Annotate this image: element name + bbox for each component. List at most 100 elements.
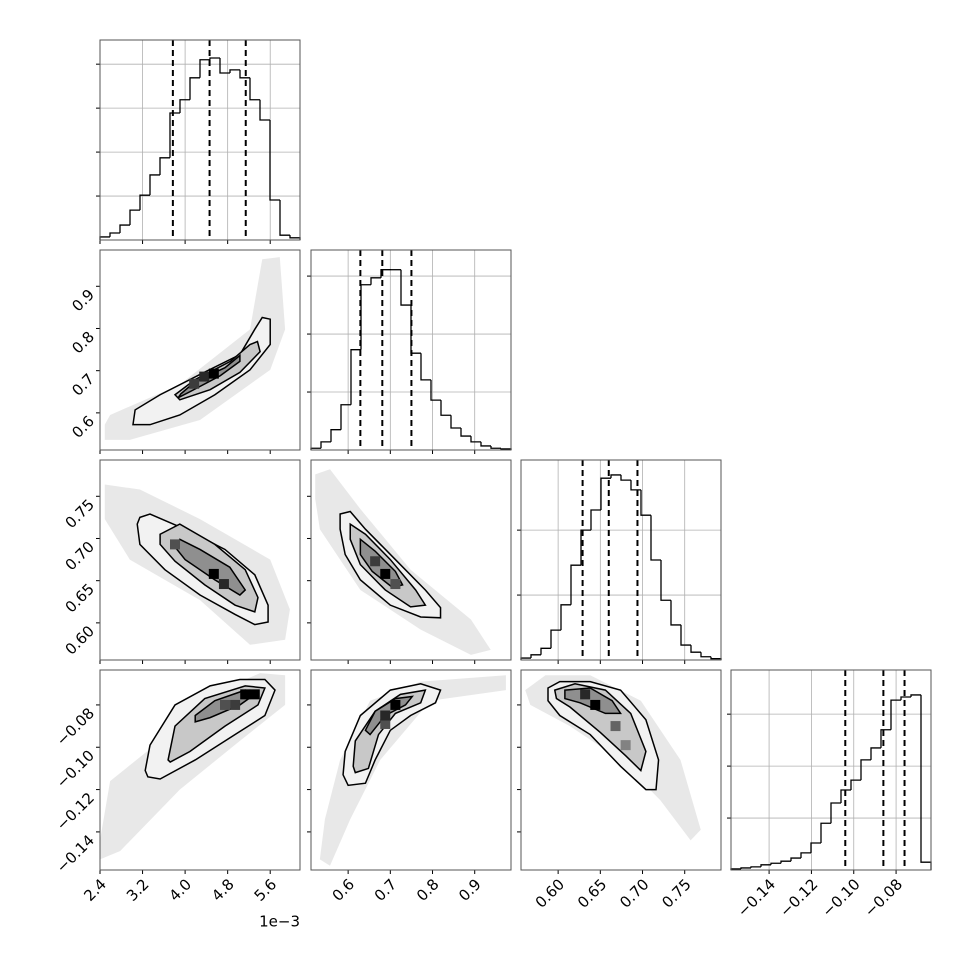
hist-bin [460, 427, 471, 437]
density-cell [208, 568, 219, 579]
hist-bin [350, 349, 361, 405]
hist-bin [700, 652, 711, 658]
hist-bin [430, 379, 441, 401]
hist-bin [850, 779, 861, 790]
hist-bin [440, 400, 451, 416]
hist-bin [640, 489, 651, 516]
hist-bin [610, 474, 621, 479]
hist-bin [650, 515, 661, 561]
panel-frame [310, 459, 512, 661]
hist-bin [279, 200, 290, 236]
hist-bin [680, 624, 691, 646]
hist-bin [750, 866, 761, 868]
density-cell [220, 699, 230, 710]
density-cell [189, 378, 200, 389]
hist-bin [800, 852, 811, 859]
hist-bin [149, 174, 160, 196]
hist-bin [480, 441, 491, 447]
hist-bin [620, 474, 631, 481]
density-cell [590, 699, 601, 710]
hist-bin [780, 860, 791, 864]
hist-bin [810, 842, 821, 853]
hist-bin [470, 436, 481, 443]
panel-frame [730, 669, 932, 871]
hist-bin [259, 99, 270, 121]
hist-bin [229, 69, 240, 73]
hist-bin [540, 647, 551, 655]
hist-bin [770, 862, 781, 865]
hist-bin [169, 112, 180, 158]
hist-bin [450, 415, 461, 429]
density-cell [610, 721, 621, 732]
density-cell [230, 699, 241, 710]
hist-bin [690, 645, 701, 653]
hist-bin [890, 699, 901, 730]
hist-bin [400, 269, 411, 306]
hist-bin [660, 560, 671, 601]
panel-frame [310, 669, 512, 871]
panel-frame [99, 39, 301, 241]
axis-offset-label: 1e−3 [259, 913, 300, 931]
hist-bin [820, 822, 831, 843]
panel-frame [310, 249, 512, 451]
hist-bin [860, 759, 871, 781]
density-cell [240, 689, 251, 700]
hist-bin [219, 58, 230, 74]
hist-bin [239, 69, 250, 79]
hist-bin [320, 441, 331, 449]
hist-bin [129, 209, 140, 226]
hist-bin [630, 480, 641, 491]
hist-bin [900, 696, 911, 701]
density-cell [390, 699, 401, 710]
panel-frame [99, 459, 301, 661]
hist-bin [269, 120, 280, 201]
density-cell [380, 718, 391, 729]
panel-frame [99, 669, 301, 871]
hist-bin [179, 99, 190, 113]
hist-bin [590, 509, 601, 531]
hist-bin [580, 529, 591, 566]
hist-bin [560, 604, 571, 631]
panel-frame [99, 249, 301, 451]
density-cell [199, 371, 210, 382]
hist-bin [550, 629, 561, 649]
hist-bin [570, 564, 581, 605]
hist-bin [209, 57, 220, 60]
hist-bin [159, 157, 170, 175]
density-cell [249, 689, 260, 700]
hist-bin [189, 77, 200, 100]
hist-bin [840, 789, 851, 803]
hist-bin [139, 194, 150, 211]
hist-bin [370, 277, 381, 285]
hist-bin [670, 600, 681, 626]
hist-bin [119, 224, 130, 233]
hist-bin [740, 867, 751, 869]
density-cell [170, 539, 180, 550]
density-cell [380, 568, 391, 579]
hist-bin [109, 232, 120, 237]
hist-bin [380, 269, 391, 278]
hist-bin [600, 477, 611, 510]
hist-bin [910, 694, 921, 698]
hist-bin [249, 77, 260, 101]
hist-bin [880, 729, 891, 748]
hist-bin [420, 353, 431, 381]
hist-bin [340, 404, 351, 430]
hist-bin [490, 445, 501, 449]
panel-frame [520, 669, 722, 871]
panel-frame [520, 459, 722, 661]
hist-bin [530, 654, 541, 659]
density-cell [380, 710, 391, 721]
hist-bin [330, 429, 341, 442]
hist-bin [199, 59, 210, 78]
contour [364, 695, 415, 736]
density-cell [208, 368, 219, 379]
density-cell [370, 556, 381, 567]
density-cell [218, 579, 229, 590]
hist-bin [870, 747, 881, 760]
density-cell [390, 579, 401, 590]
hist-bin [830, 802, 841, 824]
hist-bin [790, 857, 801, 862]
